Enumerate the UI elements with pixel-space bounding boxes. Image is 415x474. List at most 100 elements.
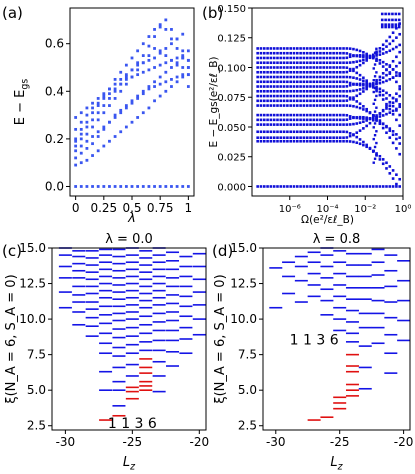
data-point — [282, 113, 286, 117]
data-point — [378, 62, 382, 65]
data-point — [381, 43, 385, 47]
data-point — [312, 136, 316, 139]
data-point — [102, 127, 106, 131]
data-point — [371, 86, 375, 89]
data-point — [342, 70, 345, 74]
data-point — [345, 85, 349, 88]
data-point — [286, 66, 289, 69]
data-point — [259, 80, 263, 84]
data-point — [272, 99, 276, 103]
data-point — [315, 94, 319, 98]
data-point — [385, 167, 388, 170]
data-point — [395, 55, 398, 59]
data-point — [74, 144, 78, 148]
data-point — [302, 51, 306, 55]
data-point — [378, 47, 382, 50]
data-point — [74, 116, 78, 119]
data-point — [378, 112, 382, 115]
data-point — [345, 136, 349, 139]
data-point — [385, 91, 388, 95]
data-point — [348, 96, 352, 99]
data-point — [279, 185, 283, 188]
data-point — [335, 51, 339, 55]
data-point — [391, 39, 395, 43]
x-tick-label: 10⁻⁴ — [316, 204, 338, 215]
data-point — [329, 56, 332, 60]
data-point — [345, 66, 349, 69]
data-point — [170, 42, 173, 46]
data-point — [286, 118, 289, 122]
data-point — [315, 75, 319, 79]
data-point — [74, 149, 78, 153]
data-point — [375, 114, 378, 117]
data-point — [375, 80, 378, 84]
panel-title: λ = 0.0 — [105, 232, 153, 247]
data-point — [381, 93, 385, 97]
data-point — [279, 51, 283, 55]
data-point — [262, 130, 266, 134]
data-point — [282, 118, 286, 122]
data-point — [345, 185, 349, 188]
data-point — [262, 136, 266, 139]
data-point — [305, 113, 309, 117]
data-point — [85, 120, 89, 124]
data-point — [338, 118, 342, 122]
data-point — [348, 81, 352, 85]
data-point — [385, 185, 388, 188]
data-point — [305, 123, 309, 126]
data-point — [375, 59, 378, 62]
data-point — [286, 185, 289, 188]
data-point — [315, 70, 319, 74]
data-point — [282, 80, 286, 84]
data-point — [315, 66, 319, 69]
data-point — [256, 70, 259, 74]
data-point — [309, 130, 312, 134]
data-point — [397, 25, 401, 29]
data-point — [305, 136, 309, 139]
data-point — [181, 49, 185, 53]
data-point — [352, 47, 355, 51]
data-point — [96, 97, 100, 100]
data-point — [395, 147, 398, 150]
data-point — [342, 104, 345, 107]
data-point — [130, 101, 134, 105]
data-point — [269, 130, 273, 134]
data-point — [302, 113, 306, 117]
data-point — [391, 23, 394, 26]
data-point — [372, 79, 375, 82]
data-point — [319, 51, 322, 55]
data-point — [394, 18, 398, 22]
data-point — [371, 118, 375, 121]
data-point — [365, 143, 368, 147]
x-tick-label: -25 — [330, 435, 350, 449]
data-point — [395, 98, 398, 101]
data-point — [282, 75, 286, 79]
data-point — [91, 154, 94, 157]
data-point — [381, 47, 385, 51]
data-point — [266, 99, 269, 103]
data-point — [352, 67, 355, 71]
data-point — [292, 94, 296, 98]
data-point — [181, 32, 185, 36]
data-point — [279, 66, 283, 69]
data-point — [286, 89, 289, 93]
data-point — [380, 25, 384, 29]
data-point — [381, 60, 385, 64]
data-point — [153, 35, 156, 38]
data-point — [362, 58, 365, 62]
x-tick-label: 10⁰ — [395, 204, 412, 215]
data-point — [289, 139, 292, 143]
data-point — [262, 113, 266, 117]
panel-label-a: (a) — [2, 4, 23, 22]
data-point — [309, 61, 312, 65]
y-axis-title: ξ(N_A = 6, S_A = 0) — [213, 274, 228, 403]
data-point — [124, 125, 128, 129]
data-point — [385, 68, 388, 72]
data-point — [395, 107, 398, 111]
data-point — [299, 130, 302, 134]
data-point — [299, 99, 302, 103]
data-point — [74, 163, 78, 167]
data-point — [302, 66, 306, 69]
data-point — [259, 130, 263, 134]
data-point — [312, 89, 316, 93]
